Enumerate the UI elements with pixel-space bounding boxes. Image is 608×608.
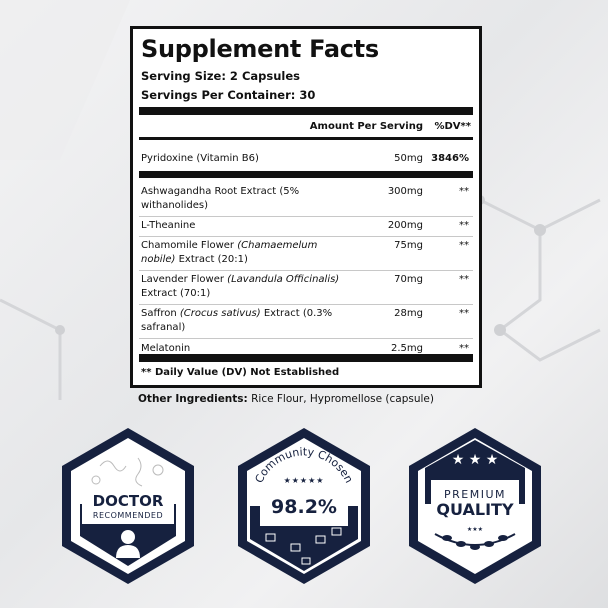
laurel-icon [434, 533, 516, 550]
row-divider [139, 338, 473, 339]
ingredient-name-segment: Extract (0.3% safranal) [141, 308, 333, 333]
badge-premium-line1: PREMIUM [443, 488, 506, 501]
table-row: Chamomile Flower (Chamaemelum nobile) Ex… [141, 239, 471, 267]
divider-thick [139, 354, 473, 362]
ingredient-amount: 2.5mg [391, 343, 423, 354]
badge-premium-small-stars: ★★★ [466, 526, 484, 533]
ingredient-name-segment: (Lavandula Officinalis) [227, 274, 340, 285]
ingredient-name-segment: Extract (70:1) [141, 288, 211, 299]
ingredient-name-segment: Pyridoxine (Vitamin B6) [141, 153, 259, 164]
ingredient-name-segment: Extract (20:1) [175, 254, 248, 265]
ingredient-name-segment: (Crocus sativus) [179, 308, 261, 319]
table-row: Saffron (Crocus sativus) Extract (0.3% s… [141, 307, 471, 335]
ingredient-name-segment: L-Theanine [141, 220, 196, 231]
ingredient-name: Pyridoxine (Vitamin B6) [141, 152, 341, 166]
ingredient-dv: ** [459, 240, 469, 251]
ingredient-name-segment: Melatonin [141, 343, 191, 354]
table-row: L-Theanine 200mg ** [141, 219, 471, 233]
badge-doctor-line1: DOCTOR [92, 492, 164, 510]
badge-community-value: 98.2% [271, 496, 337, 518]
doctor-recommended-badge: DOCTOR RECOMMENDED [60, 426, 196, 586]
ingredient-dv: ** [459, 274, 469, 285]
ingredient-amount: 50mg [394, 153, 423, 164]
ingredient-name: L-Theanine [141, 219, 341, 233]
ingredient-amount: 28mg [394, 308, 423, 319]
ingredient-name-segment: Ashwagandha Root Extract (5% withanolide… [141, 186, 300, 211]
table-row: Melatonin 2.5mg ** [141, 342, 471, 356]
serving-size: Serving Size: 2 Capsules [141, 69, 300, 83]
badge-premium-stars: ★ ★ ★ [451, 452, 499, 468]
badge-community-stars: ★★★★★ [283, 476, 325, 485]
community-chosen-badge: Community Chosen ★★★★★ 98.2% [236, 426, 372, 586]
supplement-facts-panel: Supplement Facts Serving Size: 2 Capsule… [130, 26, 482, 388]
footnote: ** Daily Value (DV) Not Established [141, 367, 340, 378]
column-amount-header: Amount Per Serving [309, 121, 423, 132]
ingredient-dv: ** [459, 220, 469, 231]
ingredient-name-segment: (Chamaemelum nobile) [141, 240, 318, 265]
badge-premium-line2: QUALITY [436, 500, 514, 519]
ingredient-dv: 3846% [431, 153, 469, 164]
ingredient-dv: ** [459, 343, 469, 354]
table-row: Ashwagandha Root Extract (5% withanolide… [141, 185, 471, 213]
badge-doctor-line2: RECOMMENDED [92, 511, 164, 520]
ingredient-amount: 75mg [394, 240, 423, 251]
other-ingredients-label: Other Ingredients: [138, 393, 248, 405]
divider-thick [139, 171, 473, 178]
panel-title: Supplement Facts [141, 35, 379, 63]
doctor-icon [116, 530, 140, 558]
row-divider [139, 304, 473, 305]
divider-medium [139, 137, 473, 140]
table-row: Pyridoxine (Vitamin B6) 50mg 3846% [141, 152, 471, 166]
ingredient-name-segment: Lavender Flower [141, 274, 228, 285]
ingredient-name: Chamomile Flower (Chamaemelum nobile) Ex… [141, 239, 341, 267]
ingredient-name: Saffron (Crocus sativus) Extract (0.3% s… [141, 307, 341, 335]
divider-thick [139, 107, 473, 115]
ingredient-name: Ashwagandha Root Extract (5% withanolide… [141, 185, 341, 213]
other-ingredients-value: Rice Flour, Hypromellose (capsule) [247, 393, 434, 405]
ingredient-name: Melatonin [141, 342, 341, 356]
ingredient-dv: ** [459, 308, 469, 319]
ingredient-name: Lavender Flower (Lavandula Officinalis) … [141, 273, 341, 301]
row-divider [139, 236, 473, 237]
ingredient-name-segment: Saffron [141, 308, 180, 319]
row-divider [139, 270, 473, 271]
row-divider [139, 216, 473, 217]
ingredient-name-segment: Chamomile Flower [141, 240, 238, 251]
column-dv-header: %DV** [434, 121, 471, 132]
ingredient-amount: 200mg [387, 220, 423, 231]
premium-quality-badge: ★ ★ ★ PREMIUM QUALITY ★★★ [407, 426, 543, 586]
servings-per-container: Servings Per Container: 30 [141, 88, 316, 102]
ingredient-dv: ** [459, 186, 469, 197]
ingredient-amount: 300mg [387, 186, 423, 197]
table-row: Lavender Flower (Lavandula Officinalis) … [141, 273, 471, 301]
ingredient-amount: 70mg [394, 274, 423, 285]
other-ingredients: Other Ingredients: Rice Flour, Hypromell… [138, 393, 434, 405]
